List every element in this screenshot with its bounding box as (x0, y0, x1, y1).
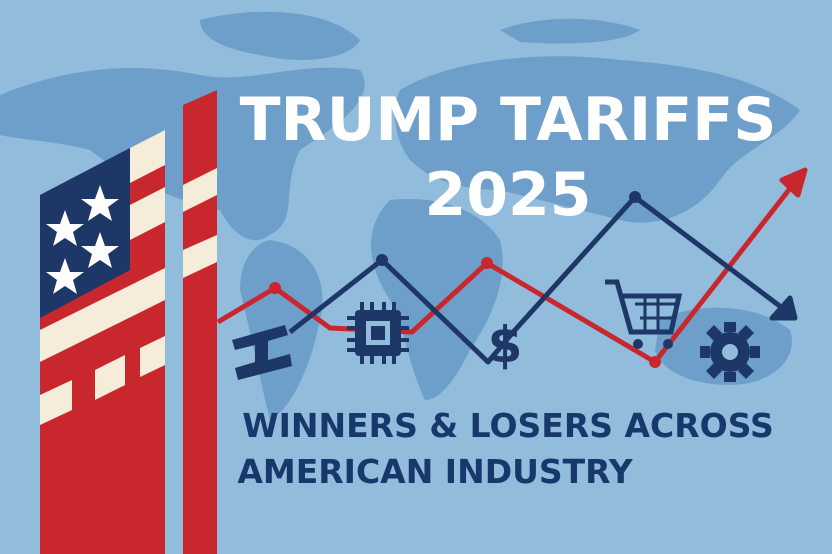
flag-pillar (40, 90, 217, 554)
line-points (269, 257, 661, 368)
subtitle-line-1: WINNERS & LOSERS ACROSS (242, 406, 774, 445)
steel-beam-icon (232, 325, 292, 380)
line-points-navy (376, 191, 641, 266)
dollar-icon: $ (488, 316, 523, 374)
industry-icons: $ (232, 279, 760, 382)
gear-icon (700, 322, 760, 382)
chip-icon (347, 302, 409, 364)
title-line-2: 2025 (425, 160, 592, 230)
subtitle-line-2: AMERICAN INDUSTRY (237, 452, 633, 491)
cart-icon (605, 279, 683, 335)
world-map (0, 11, 800, 420)
title-line-1: TRUMP TARIFFS (240, 85, 777, 155)
